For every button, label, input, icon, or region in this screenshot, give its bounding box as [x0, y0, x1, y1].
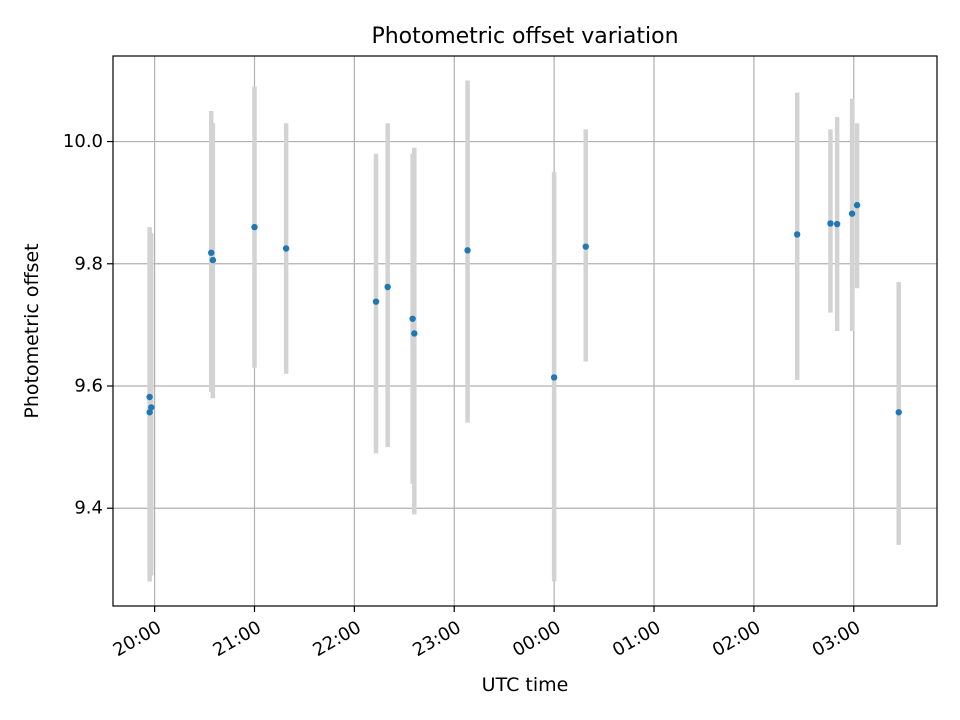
- data-point: [583, 243, 589, 249]
- data-point: [834, 221, 840, 227]
- x-axis-label: UTC time: [482, 674, 569, 696]
- data-point: [411, 330, 417, 336]
- y-tick-label: 9.8: [74, 253, 103, 274]
- data-point: [551, 374, 557, 380]
- data-point: [384, 284, 390, 290]
- data-point: [849, 210, 855, 216]
- data-point: [146, 394, 152, 400]
- data-point: [283, 245, 289, 251]
- data-point: [409, 316, 415, 322]
- y-tick-label: 9.4: [74, 498, 103, 519]
- data-point: [210, 257, 216, 263]
- y-tick-label: 9.6: [74, 376, 103, 397]
- y-tick-label: 10.0: [63, 131, 103, 152]
- data-point: [373, 298, 379, 304]
- data-point: [148, 404, 154, 410]
- data-point: [896, 409, 902, 415]
- y-axis-label: Photometric offset: [21, 243, 43, 418]
- data-point: [251, 224, 257, 230]
- chart-title: Photometric offset variation: [371, 24, 678, 49]
- data-point: [208, 250, 214, 256]
- data-point: [794, 231, 800, 237]
- data-point: [854, 202, 860, 208]
- data-point: [464, 247, 470, 253]
- data-point: [827, 220, 833, 226]
